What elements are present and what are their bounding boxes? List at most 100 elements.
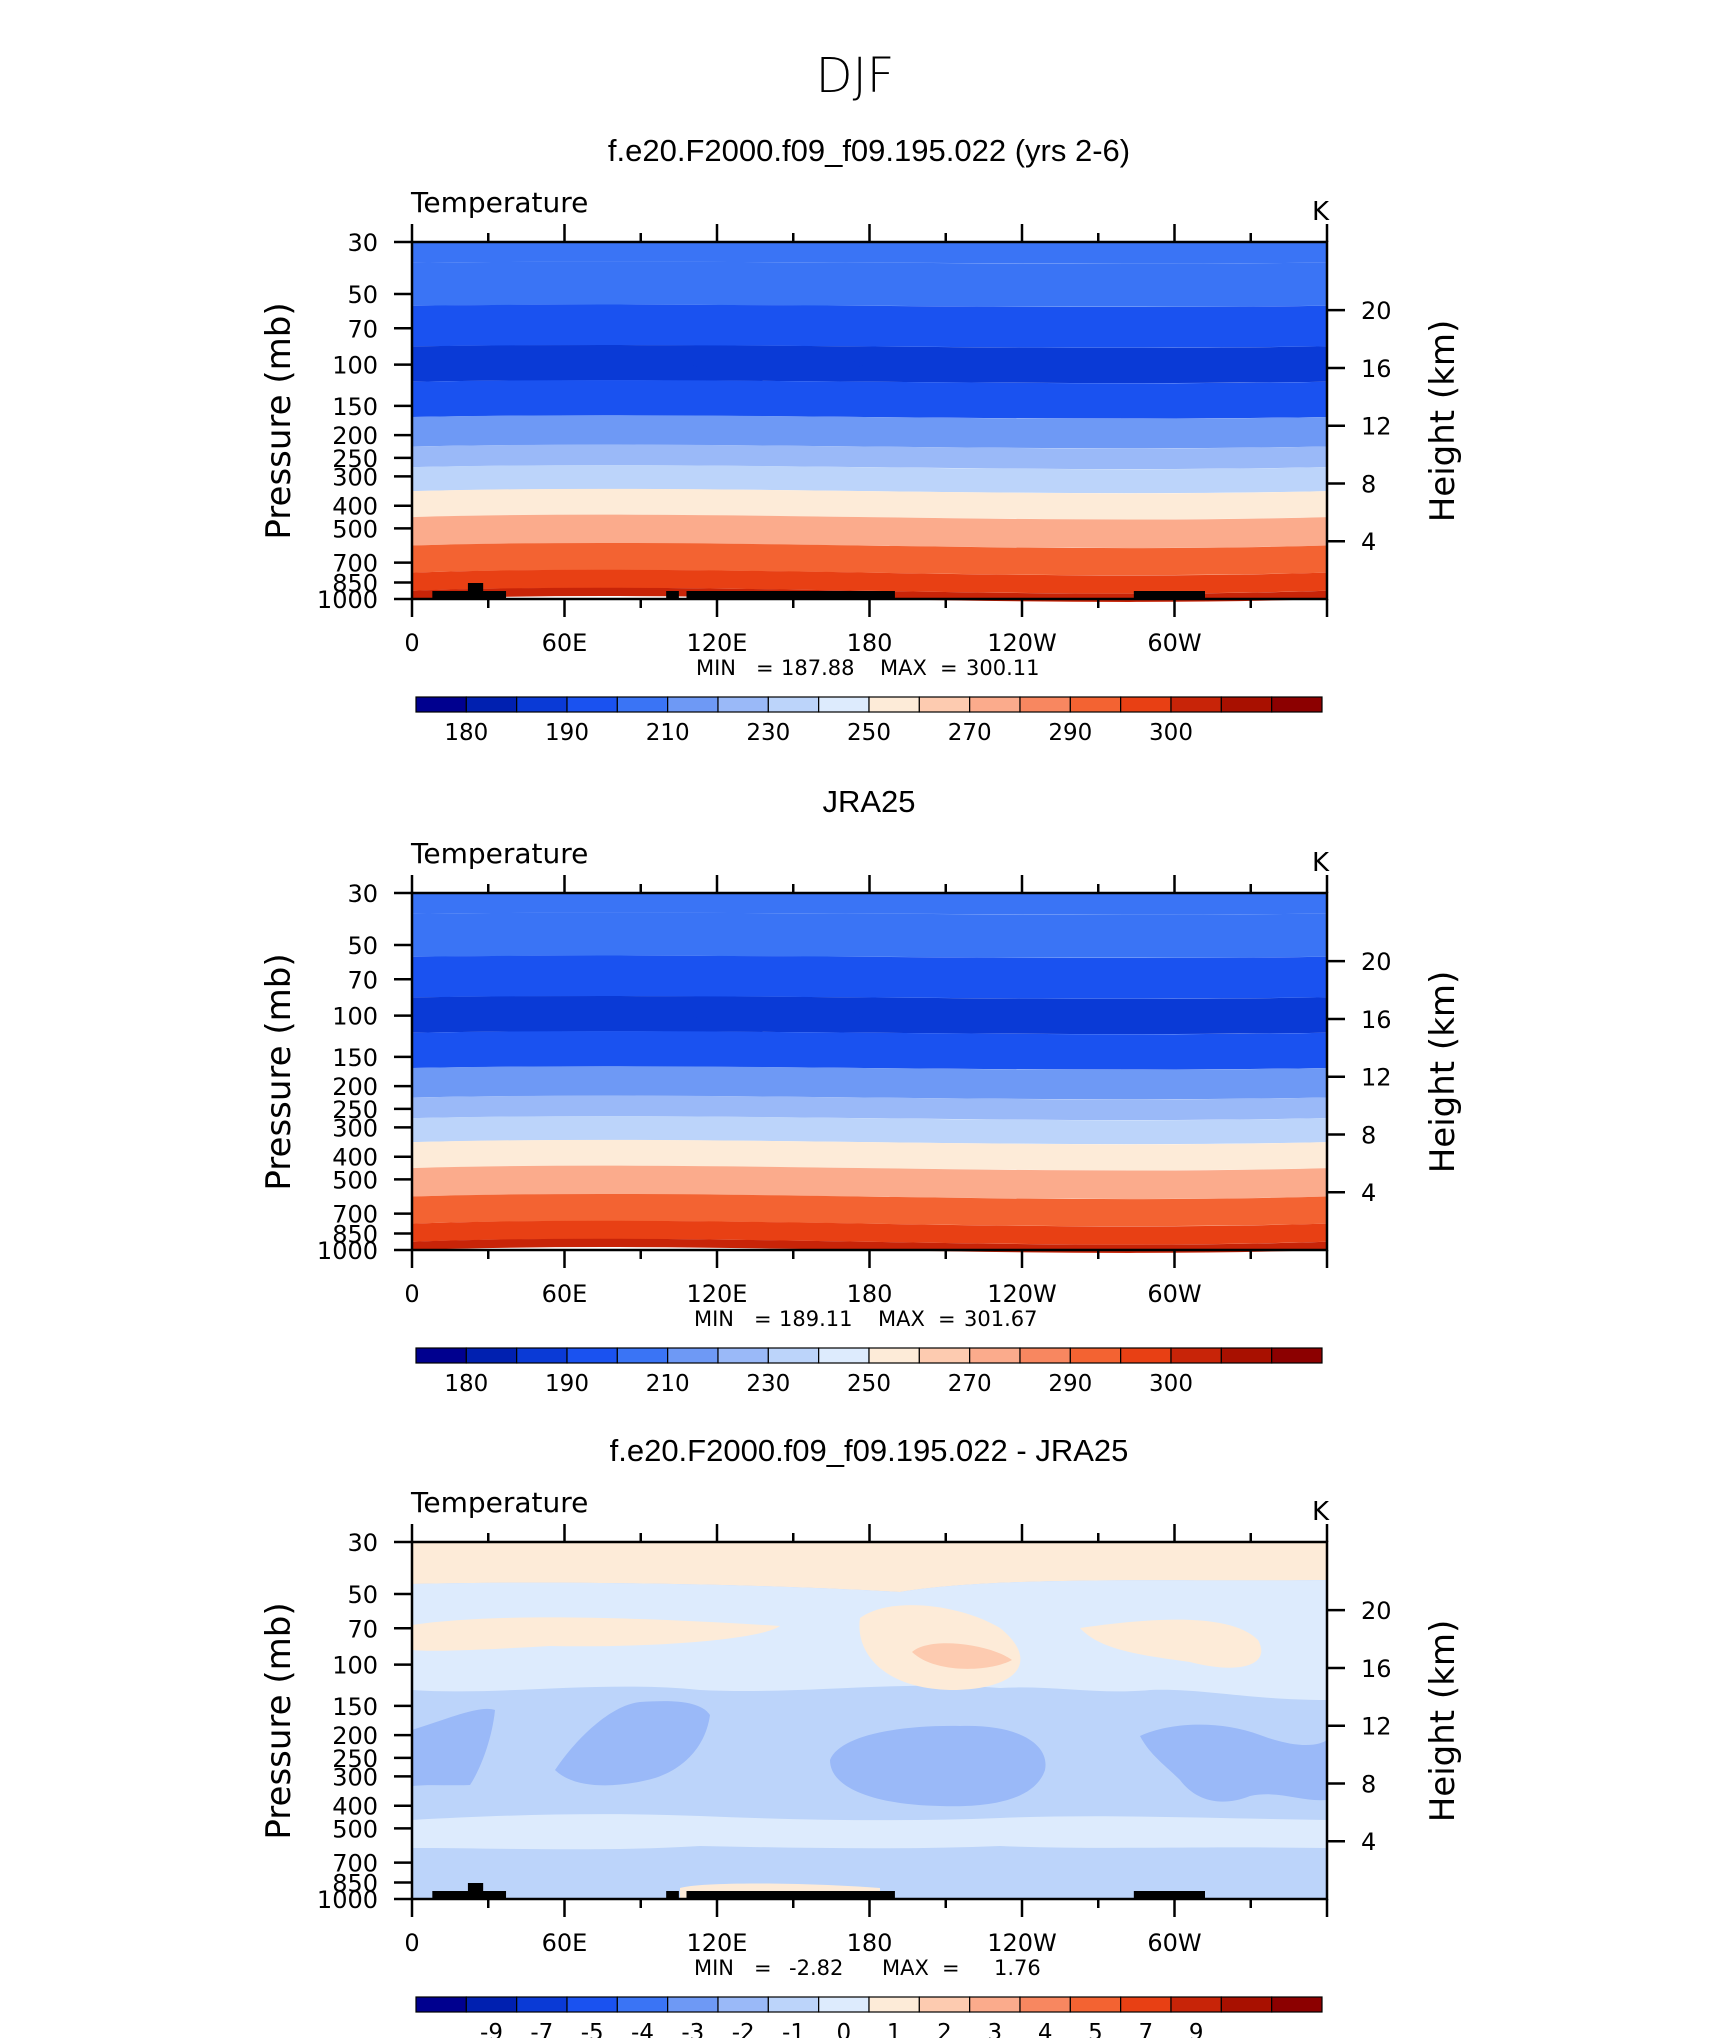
colorbar-bin — [1019, 1347, 1071, 1364]
colorbar-bin — [1271, 1996, 1323, 2013]
colorbar-bin — [1069, 696, 1122, 713]
colorbar-bin — [818, 1347, 870, 1364]
contour-band — [412, 380, 1327, 419]
colorbar-bin — [969, 1347, 1021, 1364]
contour-field — [412, 241, 1327, 602]
y-tick-label-right: 20 — [1361, 1597, 1392, 1625]
min-label: MIN — [694, 1307, 734, 1331]
y-tick-label: 700 — [332, 550, 378, 578]
x-tick-label: 120E — [687, 1280, 748, 1308]
x-tick-label: 60E — [542, 1280, 588, 1308]
y-tick-label: 500 — [332, 515, 378, 543]
min-value: -2.82 — [789, 1956, 843, 1980]
y-tick-label: 300 — [332, 1763, 378, 1791]
y-tick-label: 700 — [332, 1850, 378, 1878]
y-tick-label: 70 — [347, 315, 378, 343]
colorbar-bin — [868, 1996, 920, 2013]
colorbar-label: -1 — [782, 2020, 805, 2038]
colorbar-bin — [616, 696, 669, 713]
y-axis-label-right: Height (km) — [1423, 971, 1463, 1174]
colorbar-bin — [516, 1347, 568, 1364]
x-axis: 0 60E 120E 180 120W 60W — [404, 224, 1329, 657]
variable-label: Temperature — [410, 1486, 588, 1519]
y-axis-label: Pressure (mb) — [259, 302, 299, 539]
contour-band — [412, 1139, 1327, 1171]
y-tick-label: 70 — [347, 1615, 378, 1643]
colorbar: -9 -7 -5 -4 -3 -2 -1 0 1 2 3 4 5 7 9 — [415, 1996, 1323, 2038]
topography-block — [483, 591, 507, 599]
colorbar-label: -2 — [732, 2020, 755, 2038]
colorbar-label: -9 — [480, 2020, 503, 2038]
max-equals: = — [940, 656, 958, 680]
y-tick-label: 30 — [347, 880, 378, 908]
colorbar-bin — [1220, 1347, 1273, 1364]
colorbar-label: 230 — [746, 1371, 790, 1397]
colorbar-bin — [566, 1347, 618, 1364]
x-tick-label: 120E — [687, 1929, 748, 1957]
variable-label: Temperature — [410, 186, 588, 219]
panel-difference: f.e20.F2000.f09_f09.195.022 - JRA25 Temp… — [259, 1433, 1463, 2038]
colorbar-label: 300 — [1149, 1371, 1193, 1397]
topography-mask — [432, 1883, 1205, 1899]
units-label: K — [1312, 848, 1330, 878]
topography-block — [483, 1891, 507, 1899]
x-tick-label: 120W — [987, 1929, 1057, 1957]
colorbar-bin — [918, 696, 971, 713]
panel-title: f.e20.F2000.f09_f09.195.022 - JRA25 — [610, 1433, 1129, 1468]
contour-band — [412, 912, 1327, 958]
colorbar-bin — [667, 696, 719, 713]
colorbar-bin — [1271, 696, 1323, 713]
y-tick-label: 200 — [332, 1073, 378, 1101]
colorbar-bin — [667, 1996, 719, 2013]
topography-block — [467, 1883, 484, 1899]
x-tick-label: 180 — [847, 1280, 893, 1308]
y-tick-label-right: 12 — [1361, 413, 1392, 441]
colorbar: 180 190 210 230 250 270 290 300 — [415, 1347, 1323, 1397]
y-tick-label: 700 — [332, 1201, 378, 1229]
contour-band — [412, 1116, 1327, 1145]
x-axis: 0 60E 120E 180 120W 60W — [404, 1524, 1329, 1957]
x-tick-label: 60E — [542, 629, 588, 657]
y-tick-label: 30 — [347, 1529, 378, 1557]
y-tick-label-right: 16 — [1361, 1006, 1392, 1034]
min-max-stats: MIN = 189.11 MAX = 301.67 — [694, 1307, 1037, 1331]
contour-band — [412, 892, 1327, 915]
colorbar-bin — [918, 1996, 971, 2013]
colorbar-bin — [969, 1996, 1021, 2013]
colorbar-label: -4 — [631, 2020, 654, 2038]
contour-band — [412, 444, 1327, 470]
max-label: MAX — [882, 1956, 929, 1980]
y-tick-label: 100 — [332, 1652, 378, 1680]
y-tick-label: 100 — [332, 352, 378, 380]
colorbar-label: 210 — [646, 720, 690, 746]
y-tick-label: 150 — [332, 1693, 378, 1721]
colorbar-label: 190 — [545, 720, 589, 746]
colorbar-label: -7 — [530, 2020, 553, 2038]
colorbar-bin — [1120, 696, 1172, 713]
variable-label: Temperature — [410, 837, 588, 870]
colorbar-bin — [667, 1347, 719, 1364]
y-axis-right: 20 16 12 8 4 — [1327, 297, 1392, 556]
x-tick-label: 60W — [1147, 1929, 1201, 1957]
y-tick-label-right: 8 — [1361, 1121, 1376, 1149]
y-tick-label-right: 12 — [1361, 1713, 1392, 1741]
y-tick-label: 850 — [332, 1869, 378, 1897]
colorbar-bin — [969, 696, 1021, 713]
colorbar-bin — [717, 1347, 769, 1364]
topography-block — [666, 1891, 679, 1899]
max-value: 301.67 — [964, 1307, 1037, 1331]
colorbar-label: 230 — [746, 720, 790, 746]
colorbar-bin — [1120, 1347, 1172, 1364]
panel-model: f.e20.F2000.f09_f09.195.022 (yrs 2-6) Te… — [259, 133, 1463, 746]
y-tick-label: 400 — [332, 493, 378, 521]
topography-block — [432, 1891, 494, 1899]
colorbar-bin — [516, 1996, 568, 2013]
panel-title: f.e20.F2000.f09_f09.195.022 (yrs 2-6) — [608, 133, 1130, 168]
x-tick-label: 120E — [687, 629, 748, 657]
colorbar-bin — [1220, 1996, 1273, 2013]
y-tick-label: 50 — [347, 1581, 378, 1609]
colorbar-bin — [767, 1347, 820, 1364]
colorbar-label: 4 — [1038, 2020, 1053, 2038]
contour-field — [412, 892, 1327, 1253]
contour-band — [412, 1095, 1327, 1121]
